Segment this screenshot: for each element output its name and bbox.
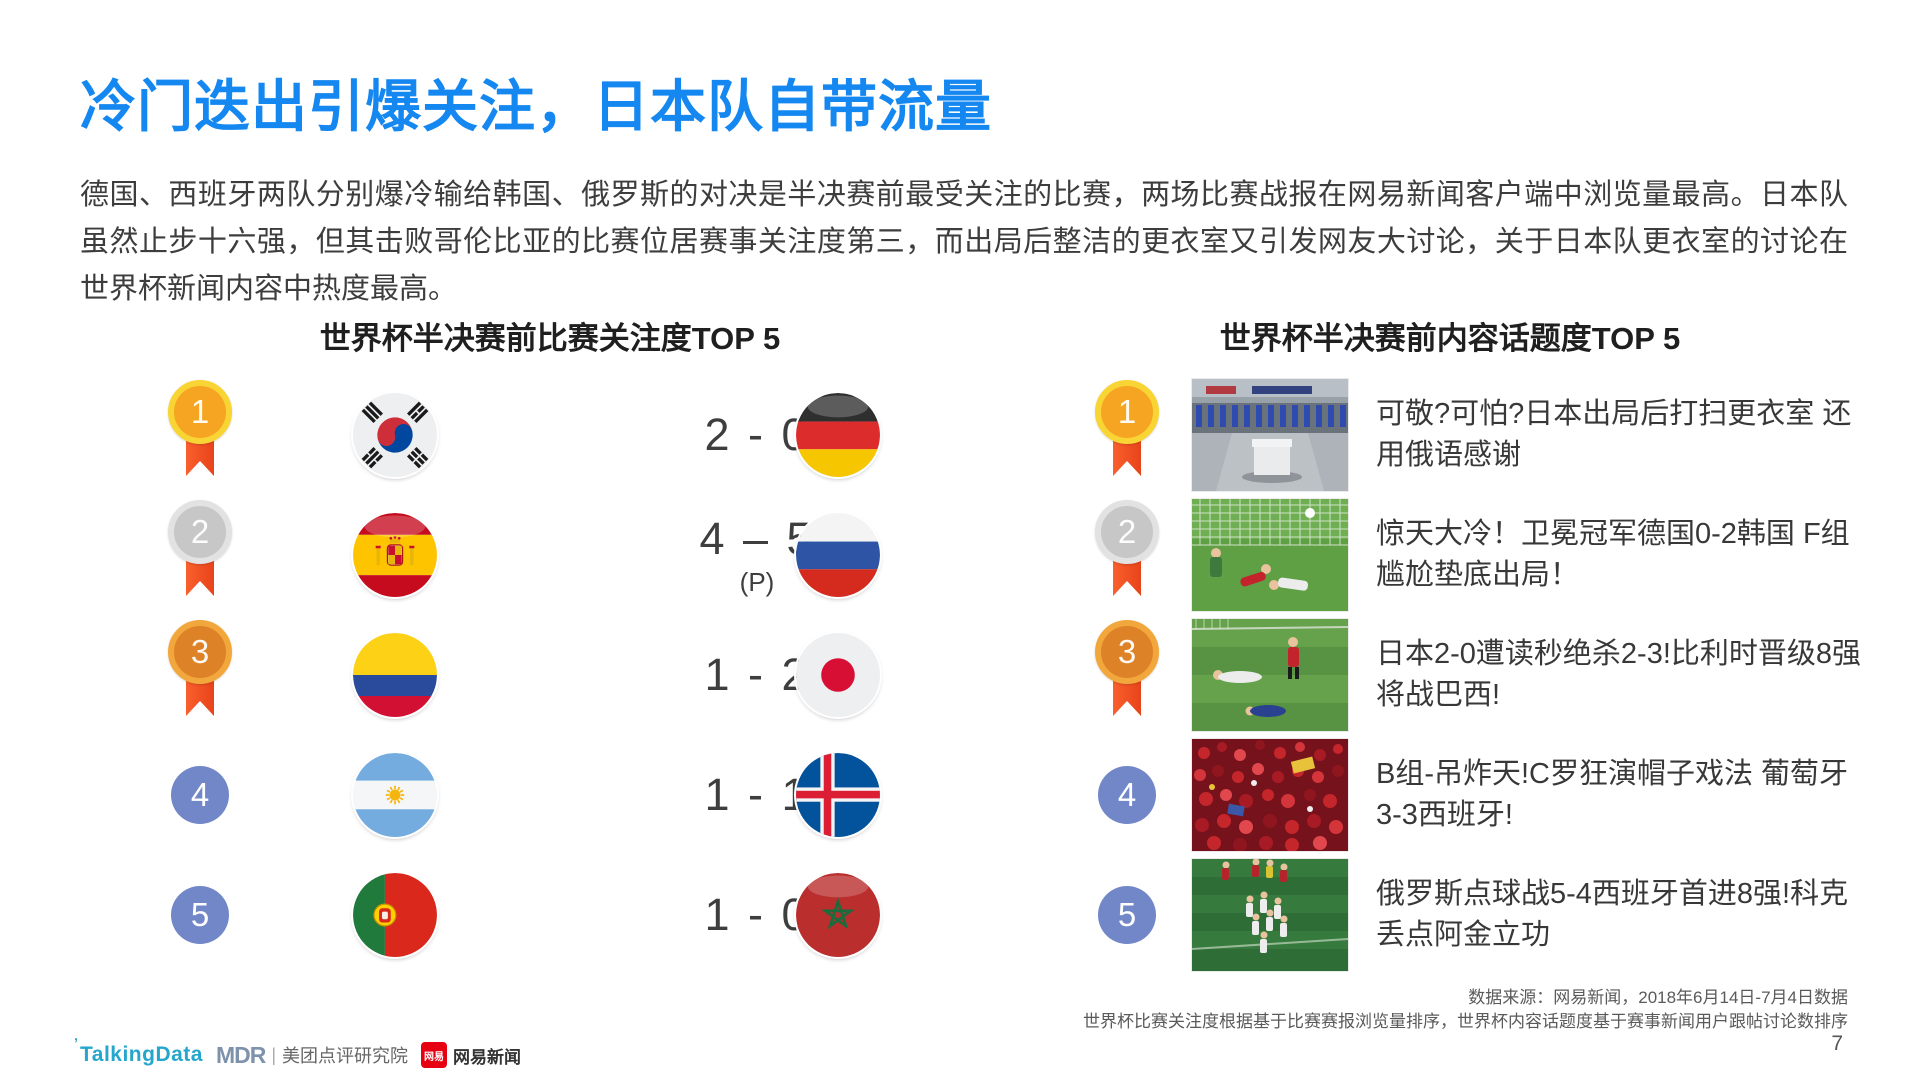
news-title: 惊天大冷！卫冕冠军德国0-2韩国 F组尴尬垫底出局！ [1376,518,1850,591]
rank-number: 2 [190,513,210,550]
netease-badge-icon: 网易 [421,1042,448,1068]
news-row-2: 2 惊天大冷！卫冕冠军德国0-2韩国 F组尴尬垫底出局！ [1080,495,1880,615]
rank-badge: 4 [171,766,229,824]
rank-number: 2 [1117,513,1137,550]
score: 4 – 5 (P) [699,512,815,597]
news-thumbnail-goal-scene [1192,499,1348,611]
score: 1 - 2 [704,649,810,700]
mdr-logo-text: 美团点评研究院 [282,1046,409,1066]
talkingdata-logo: TalkingData [74,1035,203,1067]
mdr-logo-icon: MDR [215,1041,266,1068]
news-row-1: 1 可敬?可怕?日本出局后打扫更衣室 还用俄语感谢 [1080,375,1880,495]
netease-news-logo: 网易 网易新闻 [421,1042,521,1068]
silver-medal-icon: 2 [1095,500,1159,610]
argentina-flag-icon [353,753,437,837]
portugal-flag-icon [353,873,437,957]
netease-logo-text: 网易新闻 [453,1047,522,1067]
data-source-note: 数据来源：网易新闻，2018年6月14日-7月4日数据 世界杯比赛关注度根据基于… [1083,986,1848,1034]
source-line-2: 世界杯比赛关注度根据基于比赛赛报浏览量排序，世界杯内容话题度基于赛事新闻用户跟帖… [1083,1012,1848,1031]
bronze-medal-icon: 3 [168,620,232,730]
rank-badge: 5 [1098,886,1156,944]
match-row-4: 4 1 - 1 [140,735,930,855]
score: 2 - 0 [704,409,810,460]
rank-number: 3 [190,633,210,670]
rank-badge: 5 [171,886,229,944]
logo-divider: | [271,1044,277,1065]
score: 1 - 1 [704,769,810,820]
news-thumbnail-players-down [1192,619,1348,731]
colombia-flag-icon [353,633,437,717]
south-korea-flag-icon [353,393,437,477]
match-row-3: 3 1 - 2 [140,615,930,735]
source-line-1: 数据来源：网易新闻，2018年6月14日-7月4日数据 [1468,988,1848,1007]
news-thumbnail-celebration [1192,859,1348,971]
germany-flag-icon [796,393,880,477]
rank-number: 3 [1117,633,1137,670]
spain-flag-icon [353,513,437,597]
rank-number: 1 [190,393,210,430]
news-row-5: 5 俄罗 [1080,855,1880,975]
match-row-2: 2 4 – 5 (P) [140,495,930,615]
match-row-5: 5 1 - 0 [140,855,930,975]
news-title: 俄罗斯点球战5-4西班牙首进8强!科克丢点阿金立功 [1376,878,1849,951]
news-thumbnail-fans-crowd [1192,739,1348,851]
intro-paragraph: 德国、西班牙两队分别爆冷输给韩国、俄罗斯的对决是半决赛前最受关注的比赛，两场比赛… [80,179,1848,305]
news-row-3: 3 日本2-0遭读秒绝杀2-3!比利时晋级8强将战巴西! [1080,615,1880,735]
page-number: 7 [1831,1032,1843,1055]
rank-badge: 4 [1098,766,1156,824]
gold-medal-icon: 1 [1095,380,1159,490]
morocco-flag-icon [796,873,880,957]
news-thumbnail-locker-room [1192,379,1348,491]
score: 1 - 0 [704,889,810,940]
match-row-1: 1 2 - 0 [140,375,930,495]
silver-medal-icon: 2 [168,500,232,610]
gold-medal-icon: 1 [168,380,232,490]
penalty-note: (P) [739,566,775,597]
japan-flag-icon [796,633,880,717]
page-title: 冷门迭出引爆关注，日本队自带流量 [80,75,992,138]
match-ranking-heading: 世界杯半决赛前比赛关注度TOP 5 [319,321,781,356]
meituan-dianping-research-logo: MDR | 美团点评研究院 [216,1042,408,1069]
iceland-flag-icon [796,753,880,837]
footer-logos: TalkingData MDR | 美团点评研究院 网易 网易新闻 [74,1035,521,1070]
news-title: B组-吊炸天!C罗狂演帽子戏法 葡萄牙3-3西班牙! [1376,758,1849,831]
rank-number: 1 [1117,393,1137,430]
topic-ranking-heading: 世界杯半决赛前内容话题度TOP 5 [1219,321,1681,356]
russia-flag-icon [796,513,880,597]
news-title: 可敬?可怕?日本出局后打扫更衣室 还用俄语感谢 [1376,398,1852,471]
news-title: 日本2-0遭读秒绝杀2-3!比利时晋级8强将战巴西! [1376,638,1862,711]
bronze-medal-icon: 3 [1095,620,1159,730]
news-row-4: 4 B组-吊炸天!C罗狂演帽子戏法 葡萄牙3-3西班牙! [1080,735,1880,855]
